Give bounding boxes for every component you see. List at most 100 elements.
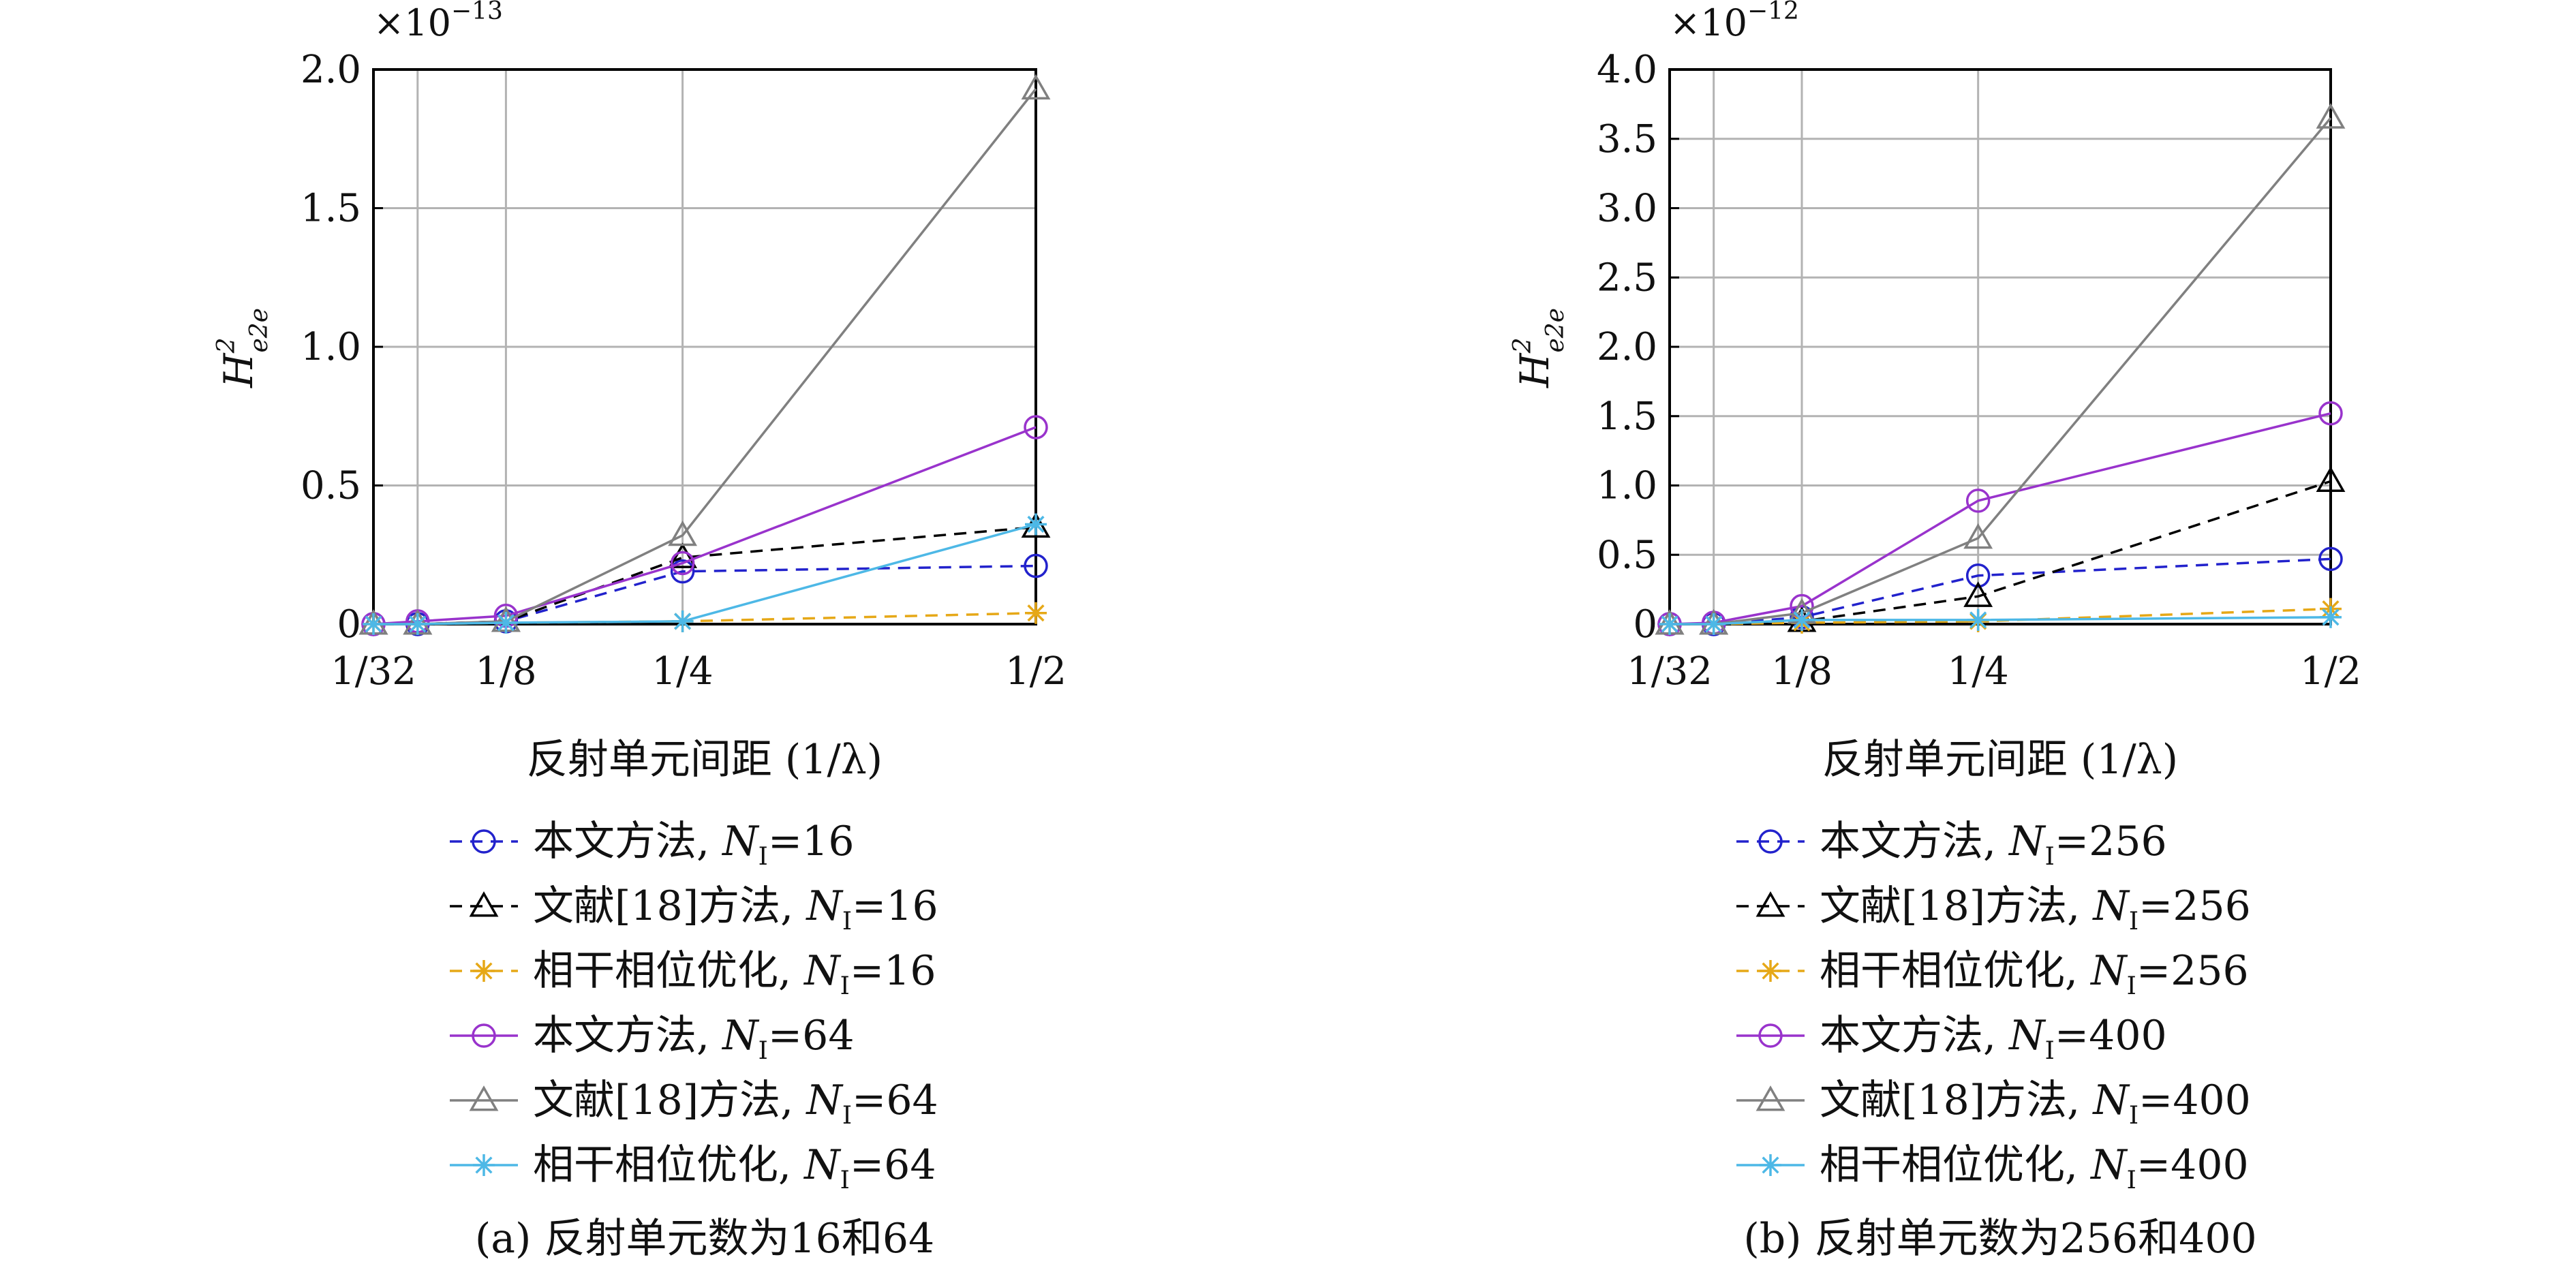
y-multiplier-exp: −12 bbox=[1747, 0, 1799, 25]
legend-name: 文献[18]方法, bbox=[1820, 1077, 2093, 1124]
data-point bbox=[495, 611, 517, 634]
y-axis-label: H2 e2e bbox=[1509, 308, 1569, 388]
legend-entry-5: 文献[18]方法, NI=400 bbox=[1736, 1077, 2251, 1130]
y-tick-label: 1.0 bbox=[301, 325, 361, 369]
series-4 bbox=[1657, 401, 2343, 636]
y-tick-label: 2.0 bbox=[301, 48, 361, 92]
legend-n: N bbox=[2008, 1012, 2046, 1060]
legend-n-sub: I bbox=[842, 908, 852, 935]
series-6 bbox=[1659, 606, 2342, 635]
legend-marker bbox=[1758, 829, 1783, 854]
legend-marker bbox=[473, 960, 495, 982]
legend-n: N bbox=[805, 1077, 844, 1124]
legend-entry-6: 相干相位优化, NI=400 bbox=[1736, 1141, 2249, 1194]
legend-n-sub: I bbox=[2129, 1102, 2138, 1130]
legend-label: 本文方法, NI=16 bbox=[533, 818, 855, 871]
y-axis-label-sub: e2e bbox=[1542, 308, 1569, 353]
series-line bbox=[1669, 412, 2331, 625]
legend-marker bbox=[1760, 1154, 1781, 1176]
legend-n-value: =64 bbox=[852, 1077, 938, 1124]
legend-n-value: =16 bbox=[852, 882, 938, 930]
data-point bbox=[1965, 489, 1991, 513]
y-tick-label: 0.5 bbox=[301, 464, 361, 508]
y-tick-label: 1.5 bbox=[1597, 395, 1657, 439]
legend-label: 文献[18]方法, NI=400 bbox=[1820, 1077, 2251, 1130]
legend-entry-3: 相干相位优化, NI=256 bbox=[1736, 947, 2249, 1000]
legend-label: 本文方法, NI=256 bbox=[1820, 818, 2167, 871]
x-tick-label: 1/4 bbox=[1948, 649, 2009, 694]
series-line bbox=[373, 523, 1037, 625]
legend-label: 文献[18]方法, NI=16 bbox=[533, 882, 938, 935]
data-point bbox=[2318, 401, 2343, 426]
legend-n-sub: I bbox=[840, 972, 850, 1000]
legend-label: 本文方法, NI=400 bbox=[1820, 1012, 2167, 1065]
legend-entry-6: 相干相位优化, NI=64 bbox=[450, 1141, 936, 1194]
data-point bbox=[670, 551, 695, 576]
x-axis-label: 反射单元间距 (1/λ) bbox=[1822, 736, 2178, 784]
data-point bbox=[1024, 415, 1048, 439]
legend-entry-5: 文献[18]方法, NI=64 bbox=[450, 1077, 938, 1130]
legend-n-sub: I bbox=[2127, 972, 2136, 1000]
legend-marker bbox=[469, 891, 499, 917]
y-tick-label: 3.5 bbox=[1597, 117, 1657, 161]
legend-n: N bbox=[2089, 1141, 2128, 1189]
y-axis-label: H2 e2e bbox=[213, 308, 273, 388]
y-multiplier: ×10−13 bbox=[373, 0, 503, 44]
legend-marker bbox=[473, 1154, 495, 1176]
legend-n-sub: I bbox=[2045, 1037, 2055, 1065]
legend-label: 相干相位优化, NI=64 bbox=[533, 1141, 936, 1194]
legend-n-value: =400 bbox=[2138, 1077, 2251, 1124]
legend-n-sub: I bbox=[758, 843, 768, 871]
series-line bbox=[1670, 480, 2331, 625]
y-tick-label: 3.0 bbox=[1597, 187, 1657, 231]
data-point bbox=[363, 613, 384, 635]
legend-name: 相干相位优化, bbox=[533, 947, 804, 995]
legend-n: N bbox=[803, 947, 842, 995]
data-point bbox=[1025, 602, 1047, 624]
x-tick-label: 1/2 bbox=[2300, 649, 2361, 694]
grid-lines bbox=[1668, 68, 2332, 625]
legend-n-sub: I bbox=[758, 1037, 768, 1065]
legend-entry-1: 本文方法, NI=256 bbox=[1736, 818, 2167, 871]
data-point bbox=[2320, 606, 2342, 628]
legend-label: 相干相位优化, NI=16 bbox=[533, 947, 936, 1000]
y-axis-label-sup: 2 bbox=[1509, 338, 1537, 354]
legend-name: 相干相位优化, bbox=[533, 1141, 804, 1189]
legend-entry-2: 文献[18]方法, NI=16 bbox=[450, 882, 938, 935]
legend-marker bbox=[1760, 960, 1781, 982]
legend-marker bbox=[1755, 891, 1785, 917]
data-point bbox=[406, 613, 429, 635]
x-tick-label: 1/4 bbox=[652, 649, 714, 694]
data-point bbox=[1702, 613, 1725, 635]
y-axis-label-base: H bbox=[215, 352, 262, 388]
legend-name: 文献[18]方法, bbox=[1820, 882, 2093, 930]
legend-n-value: =400 bbox=[2055, 1012, 2167, 1060]
y-multiplier-exp: −13 bbox=[451, 0, 503, 25]
data-point bbox=[671, 610, 694, 632]
y-tick-label: 0.5 bbox=[1597, 533, 1657, 577]
legend-n-value: =16 bbox=[850, 947, 936, 995]
series-4 bbox=[361, 415, 1048, 636]
legend-n-value: =256 bbox=[2138, 882, 2251, 930]
legend-marker bbox=[1755, 1085, 1785, 1111]
legend-label: 相干相位优化, NI=400 bbox=[1820, 1141, 2249, 1194]
legend-n-value: =256 bbox=[2136, 947, 2249, 995]
legend-label: 相干相位优化, NI=256 bbox=[1820, 947, 2249, 1000]
data-point bbox=[2316, 466, 2346, 492]
series-3 bbox=[1659, 598, 2342, 635]
legend-n-sub: I bbox=[2045, 843, 2055, 871]
y-multiplier-base: ×10 bbox=[373, 1, 451, 44]
series-line bbox=[373, 88, 1037, 625]
y-tick-label: 1.5 bbox=[301, 187, 361, 231]
legend-label: 文献[18]方法, NI=64 bbox=[533, 1077, 938, 1130]
legend-n: N bbox=[2091, 1077, 2130, 1124]
data-point bbox=[1965, 563, 1991, 588]
y-tick-label: 0 bbox=[337, 602, 361, 647]
legend-name: 本文方法, bbox=[1820, 1012, 2009, 1060]
legend-n-value: =64 bbox=[768, 1012, 855, 1060]
legend-name: 相干相位优化, bbox=[1820, 947, 2091, 995]
data-point bbox=[1024, 553, 1048, 578]
data-point bbox=[2318, 546, 2343, 572]
y-tick-label: 4.0 bbox=[1597, 48, 1657, 92]
